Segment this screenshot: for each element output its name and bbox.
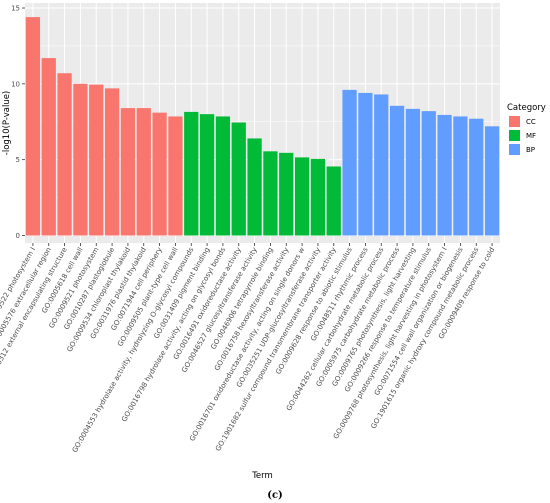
legend-label-cc: CC: [526, 118, 536, 126]
figure-caption: (c): [267, 490, 283, 501]
bar-4: [73, 83, 88, 236]
bar-24: [389, 105, 405, 236]
bar-20: [326, 166, 341, 236]
legend-key-bp: [509, 144, 520, 155]
bar-5: [89, 84, 104, 236]
bars: [25, 17, 500, 236]
bar-1: [25, 17, 41, 236]
bar-15: [247, 138, 262, 236]
y-tick-label: 15: [11, 5, 20, 13]
legend-label-mf: MF: [526, 132, 536, 140]
plot-panel: [25, 3, 500, 243]
y-tick-label: 0: [16, 232, 20, 240]
bar-22: [358, 92, 373, 236]
legend: Category CC MF BP: [507, 103, 546, 155]
bar-11: [184, 111, 199, 236]
bar-18: [294, 157, 310, 236]
bar-12: [199, 114, 215, 236]
bar-29: [469, 118, 484, 236]
legend-key-cc: [509, 116, 520, 127]
bar-26: [421, 111, 436, 236]
bar-30: [484, 126, 500, 236]
bar-8: [136, 108, 151, 236]
legend-title: Category: [507, 103, 546, 113]
bar-19: [310, 158, 326, 236]
bar-3: [57, 73, 72, 236]
bar-25: [405, 108, 421, 236]
bar-23: [374, 94, 389, 236]
bar-6: [104, 88, 120, 236]
bar-2: [41, 58, 56, 236]
bar-28: [453, 116, 468, 236]
x-axis-title: Term: [251, 471, 273, 481]
legend-label-bp: BP: [526, 146, 535, 154]
bar-27: [437, 114, 452, 236]
y-axis-title: -log10(P-value): [2, 91, 12, 155]
y-tick-label: 5: [16, 156, 20, 164]
legend-key-mf: [509, 130, 520, 141]
y-tick-label: 10: [11, 80, 20, 88]
bar-7: [120, 108, 136, 236]
x-axis-ticks: GO:0009522 photosystem IGO:0005576 extra…: [0, 243, 496, 454]
bar-9: [152, 112, 167, 236]
bar-10: [168, 116, 183, 236]
bar-17: [279, 152, 294, 236]
bar-21: [342, 89, 357, 236]
bar-13: [215, 116, 231, 236]
bar-16: [263, 151, 278, 236]
bar-14: [231, 122, 246, 236]
y-axis-ticks: 0 5 10 15: [11, 5, 25, 240]
